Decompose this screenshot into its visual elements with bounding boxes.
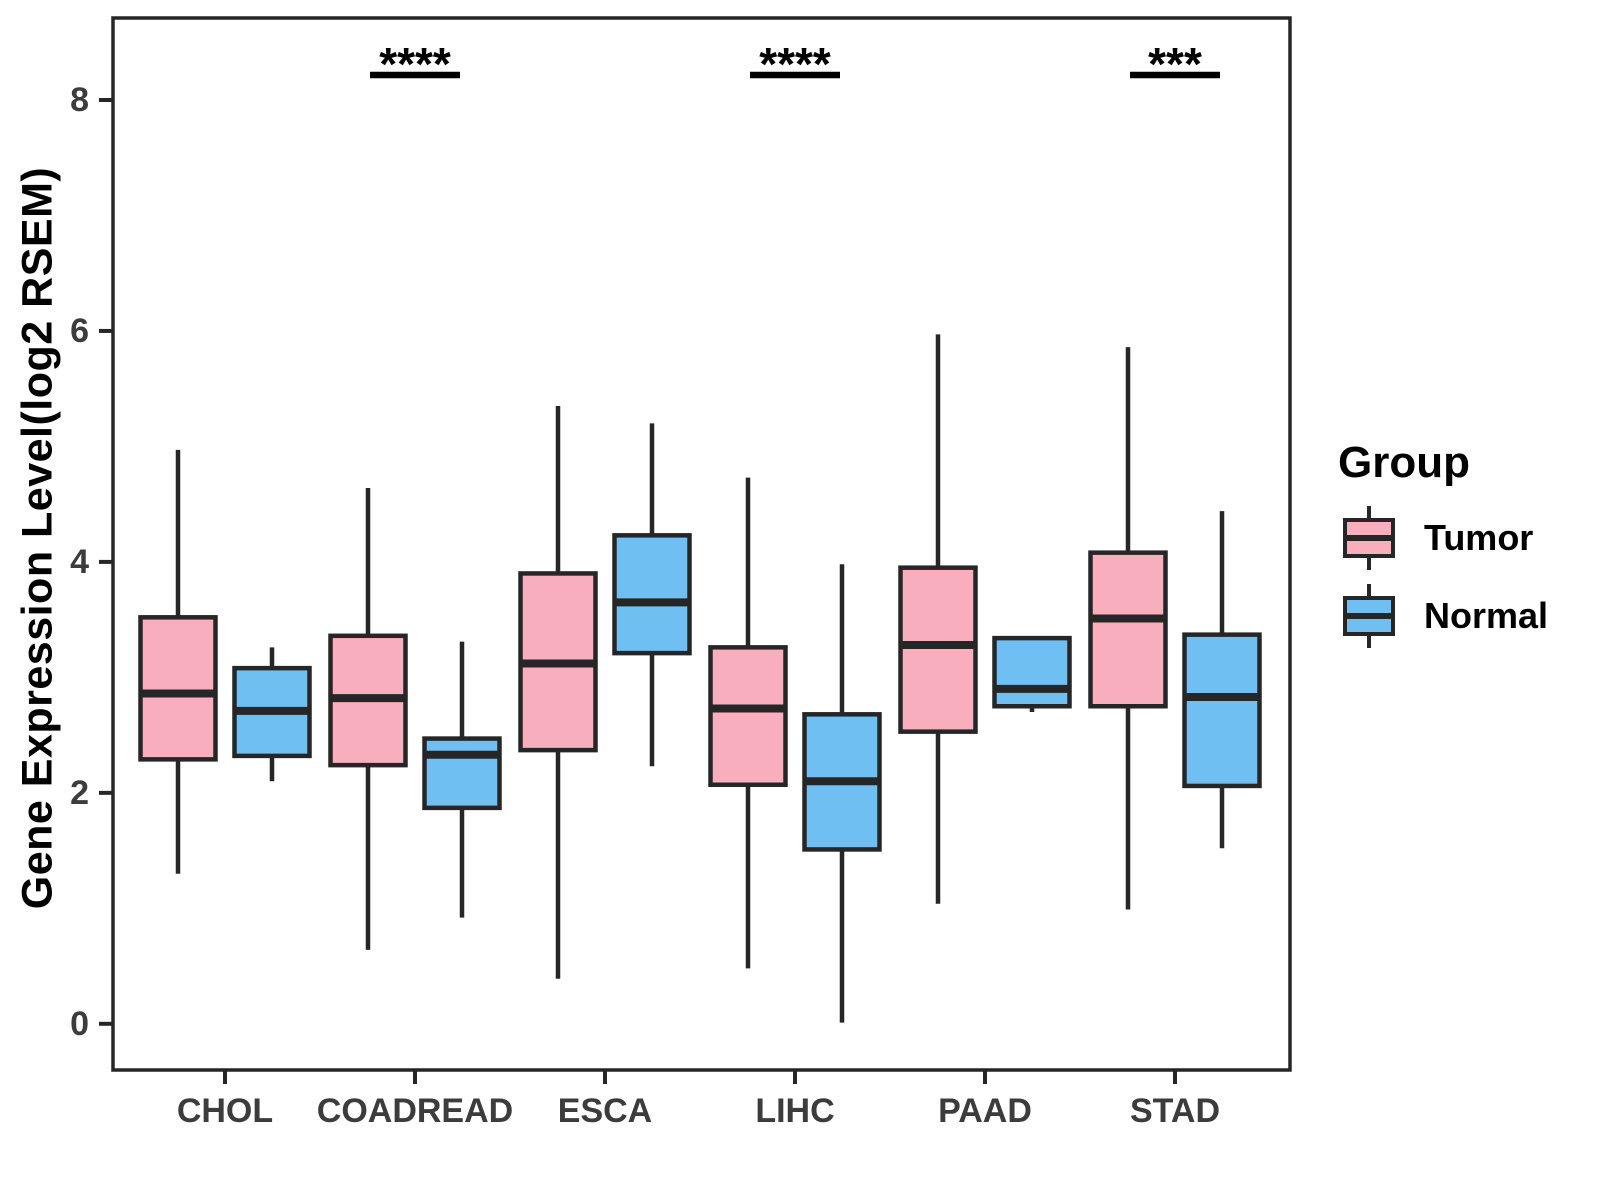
box-ESCA-Normal xyxy=(612,533,692,656)
box-COADREAD-Normal xyxy=(422,736,502,811)
box-LIHC-Tumor xyxy=(708,645,788,788)
significance-stars-LIHC: **** xyxy=(759,38,831,90)
legend-label-tumor: Tumor xyxy=(1424,517,1534,558)
legend-item-tumor: Tumor xyxy=(1338,504,1588,572)
x-axis-label-CHOL: CHOL xyxy=(177,1092,273,1130)
y-tick-label: 6 xyxy=(70,312,89,350)
plot-frame xyxy=(111,16,1292,1072)
legend-title: Group xyxy=(1338,438,1470,487)
y-tick-label: 2 xyxy=(70,774,89,812)
legend-item-normal: Normal xyxy=(1338,582,1588,650)
significance-stars-STAD: *** xyxy=(1148,38,1202,90)
x-axis-label-PAAD: PAAD xyxy=(938,1092,1032,1130)
legend: Group Tumor Normal xyxy=(1338,438,1588,660)
x-axis-label-ESCA: ESCA xyxy=(558,1092,652,1130)
x-axis-label-COADREAD: COADREAD xyxy=(317,1092,513,1130)
box-PAAD-Tumor xyxy=(898,565,978,734)
y-tick-label: 8 xyxy=(70,81,89,119)
x-axis-label-LIHC: LIHC xyxy=(755,1092,834,1130)
box-STAD-Normal xyxy=(1182,632,1262,789)
normal-boxplot-key-icon xyxy=(1343,584,1395,648)
box-PAAD-Normal xyxy=(992,635,1072,709)
y-tick-label: 0 xyxy=(70,1005,89,1043)
x-axis-label-STAD: STAD xyxy=(1130,1092,1220,1130)
box-CHOL-Tumor xyxy=(138,615,218,762)
y-tick-label: 4 xyxy=(70,543,89,581)
significance-stars-COADREAD: **** xyxy=(379,38,451,90)
legend-label-normal: Normal xyxy=(1424,595,1549,636)
tumor-boxplot-key-icon xyxy=(1343,506,1395,570)
box-STAD-Tumor xyxy=(1088,550,1168,709)
